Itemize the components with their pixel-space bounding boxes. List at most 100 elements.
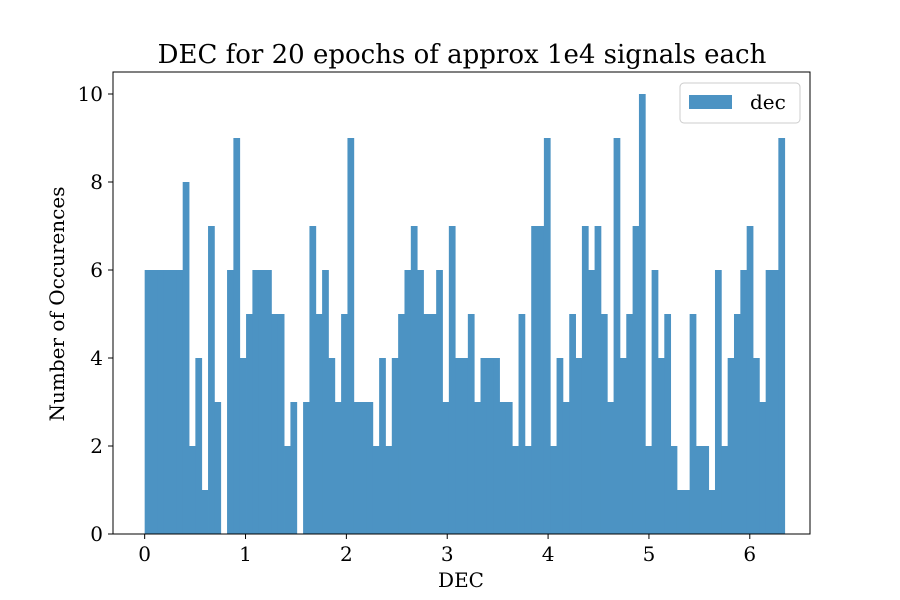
x-axis-ticks: 0 1 2 3 4 5 6 [138, 534, 756, 566]
x-tick-label: 4 [542, 542, 555, 566]
histogram-bar [366, 402, 374, 534]
bars-group [144, 94, 786, 534]
histogram-bar [575, 358, 583, 534]
histogram-bar [315, 314, 323, 534]
histogram-bar [233, 138, 241, 534]
histogram-bar [727, 358, 735, 534]
histogram-bar [537, 226, 545, 534]
chart-title: DEC for 20 epochs of approx 1e4 signals … [158, 40, 767, 70]
histogram-bar [778, 138, 786, 534]
x-tick-label: 0 [138, 542, 151, 566]
histogram-bar [588, 270, 595, 534]
histogram-bar [512, 446, 519, 534]
histogram-bar [195, 358, 203, 534]
histogram-bar [353, 402, 361, 534]
histogram-bar [398, 314, 405, 534]
histogram-bar [645, 446, 653, 534]
y-tick-label: 6 [90, 258, 103, 282]
histogram-bar [556, 358, 564, 534]
y-axis-label: Number of Occurences [45, 187, 69, 422]
histogram-bar [613, 138, 621, 534]
histogram-bar [499, 402, 507, 534]
histogram-bar [385, 446, 393, 534]
histogram-bar [423, 314, 431, 534]
histogram-bar [448, 226, 456, 534]
histogram-bar [581, 226, 589, 534]
histogram-bar [626, 314, 634, 534]
histogram-bar [746, 226, 754, 534]
histogram-bar [531, 226, 538, 534]
histogram-bar [753, 358, 760, 534]
y-tick-label: 10 [78, 82, 103, 106]
histogram-bar [271, 314, 279, 534]
histogram-bar [733, 314, 741, 534]
histogram-bar [505, 402, 513, 534]
histogram-bar [360, 402, 367, 534]
histogram-bar [467, 314, 475, 534]
histogram-bar [239, 358, 247, 534]
histogram-bar [410, 226, 418, 534]
histogram-bar [480, 358, 488, 534]
histogram-bar [246, 314, 253, 534]
histogram-bar [341, 314, 348, 534]
histogram-bar [170, 270, 177, 534]
histogram-bar [334, 402, 342, 534]
histogram-bar [328, 358, 336, 534]
histogram-bar [442, 402, 450, 534]
histogram-bar [619, 358, 627, 534]
histogram-bar [607, 402, 614, 534]
histogram-bar [594, 226, 602, 534]
histogram-bar [347, 138, 355, 534]
histogram-bar [391, 358, 399, 534]
histogram-bar [664, 314, 672, 534]
histogram-bar [550, 446, 557, 534]
histogram-bar [524, 446, 532, 534]
histogram-bar [493, 358, 500, 534]
histogram-bar [182, 182, 190, 534]
histogram-bar [772, 270, 779, 534]
histogram-bar [651, 270, 659, 534]
histogram-bar [157, 270, 165, 534]
histogram-bar [759, 402, 767, 534]
histogram-bar [689, 314, 697, 534]
legend-label: dec [750, 90, 786, 114]
histogram-bar [543, 138, 551, 534]
histogram-bar [429, 314, 437, 534]
x-tick-label: 1 [239, 542, 252, 566]
histogram-bar [322, 270, 329, 534]
histogram-bar [227, 270, 234, 534]
histogram-bar [176, 270, 184, 534]
histogram-bar [151, 270, 158, 534]
histogram-bar [284, 446, 291, 534]
histogram-bar [372, 446, 380, 534]
y-tick-label: 2 [90, 434, 103, 458]
y-axis-ticks: 0 2 4 6 8 10 [78, 82, 113, 546]
histogram-bar [740, 270, 748, 534]
histogram-bar [474, 402, 481, 534]
histogram-bar [189, 446, 196, 534]
legend: dec [679, 82, 801, 124]
histogram-bar [258, 270, 266, 534]
histogram-bar [252, 270, 260, 534]
histogram-bar [695, 446, 703, 534]
histogram-bar [214, 402, 222, 534]
y-tick-label: 0 [90, 522, 103, 546]
histogram-bar [569, 314, 576, 534]
histogram-bar [562, 402, 570, 534]
histogram-bar [404, 270, 412, 534]
histogram-bar [657, 358, 665, 534]
x-tick-label: 2 [340, 542, 353, 566]
histogram-bar [683, 490, 691, 534]
histogram-bar [290, 402, 298, 534]
histogram-bar [379, 358, 386, 534]
y-tick-label: 8 [90, 170, 103, 194]
histogram-bar [208, 226, 215, 534]
histogram-bar [417, 270, 424, 534]
histogram-bar [461, 358, 469, 534]
histogram-bar [303, 402, 310, 534]
histogram-bar [163, 270, 171, 534]
histogram-bar [714, 270, 722, 534]
histogram-bar [638, 94, 646, 534]
histogram-bar [201, 490, 209, 534]
